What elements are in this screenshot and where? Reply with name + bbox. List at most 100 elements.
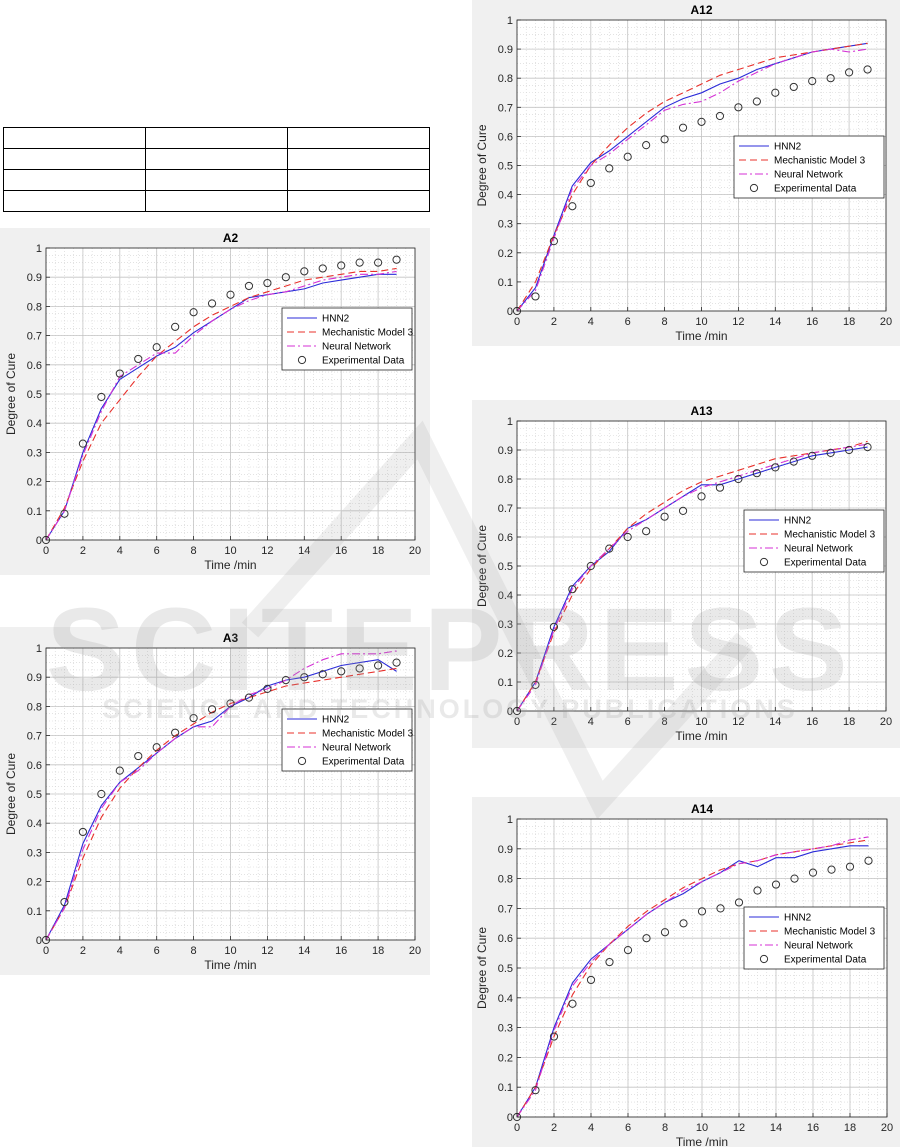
legend-label: Mechanistic Model 3 [784, 530, 876, 541]
x-tick-label: 14 [770, 1122, 782, 1134]
experimental-data-point [300, 267, 309, 276]
legend-label: HNN2 [774, 142, 802, 153]
experimental-data-point [78, 827, 88, 837]
experimental-data-point [337, 667, 346, 676]
experimental-data-point [660, 928, 670, 937]
x-tick-label: 14 [298, 945, 310, 957]
y-tick-label: 0.5 [498, 161, 513, 173]
experimental-data-point [115, 766, 124, 775]
x-tick-label: 8 [662, 716, 668, 728]
legend-label: Neural Network [784, 544, 854, 555]
legend-label: Experimental Data [322, 757, 405, 768]
experimental-data-point [845, 68, 854, 77]
x-tick-label: 6 [625, 316, 631, 328]
y-tick-label: 0.1 [498, 1082, 513, 1094]
chart-a2: 0 2 4 6 8 10 12 14 16 18 20 0 0.1 0.2 0.3 0.4 0.5 0.6 0.7 0… [4, 231, 421, 572]
experimental-data-point [244, 281, 254, 291]
experimental-data-point [244, 693, 254, 702]
x-tick-label: 4 [588, 716, 594, 728]
legend-label: HNN2 [322, 314, 350, 325]
chart-title: A12 [690, 3, 712, 17]
experimental-data-point [771, 463, 780, 472]
y-tick-label: 0.6 [498, 933, 513, 945]
y-tick-label: 0 [507, 306, 513, 318]
experimental-data-point [531, 680, 540, 689]
experimental-data-point [586, 178, 595, 188]
experimental-data-point [790, 874, 799, 883]
experimental-data-point [605, 164, 614, 173]
experimental-data-point [623, 532, 632, 542]
experimental-data-point [226, 290, 235, 299]
x-tick-label: 2 [551, 716, 557, 728]
series-line-mechanistic-model-3 [45, 667, 397, 941]
x-axis-label: Time /min [676, 1135, 728, 1147]
experimental-data-point [281, 676, 290, 685]
y-tick-label: 0.9 [498, 445, 513, 457]
x-tick-label: 10 [695, 316, 707, 328]
y-tick-label: 0.2 [27, 877, 42, 889]
experimental-data-point [392, 255, 401, 264]
series-line-hnn2 [516, 845, 869, 1118]
experimental-data-point [716, 904, 725, 913]
x-tick-label: 16 [807, 1122, 819, 1134]
experimental-data-point [263, 278, 272, 288]
experimental-data-point [808, 77, 817, 86]
legend-label: Experimental Data [322, 356, 405, 367]
y-tick-label: 0.6 [27, 360, 42, 372]
y-tick-label: 0.6 [27, 760, 42, 772]
x-tick-label: 0 [43, 545, 49, 557]
experimental-data-point [60, 897, 69, 907]
series-line-hnn2 [516, 42, 868, 312]
series-line-hnn2 [45, 659, 397, 941]
chart-panel-a14: 0 2 4 6 8 10 12 14 16 18 20 0 0.1 0.2 0.3 0.4 0.5 0.6 0.7 0… [472, 797, 900, 1147]
experimental-data-point [355, 664, 364, 673]
x-tick-label: 18 [372, 945, 384, 957]
y-tick-label: 0.3 [27, 447, 42, 459]
legend-label: Neural Network [322, 743, 392, 754]
experimental-data-point [568, 999, 577, 1008]
experimental-data-point [826, 74, 835, 83]
x-tick-label: 4 [588, 1122, 594, 1134]
y-tick-label: 0.4 [498, 590, 513, 602]
experimental-data-point [827, 865, 836, 874]
experimental-data-point [531, 1086, 540, 1095]
x-tick-label: 12 [261, 545, 273, 557]
legend-label: Mechanistic Model 3 [322, 328, 414, 339]
x-tick-label: 18 [844, 1122, 856, 1134]
experimental-data-point [226, 699, 235, 708]
x-tick-label: 14 [769, 316, 781, 328]
y-tick-label: 1 [507, 416, 513, 428]
x-tick-label: 12 [732, 716, 744, 728]
experimental-data-point [152, 343, 161, 352]
legend-marker [749, 183, 759, 193]
legend-marker [297, 756, 307, 766]
legend-label: HNN2 [784, 913, 812, 924]
data-table [3, 127, 430, 212]
experimental-data-point [97, 392, 106, 402]
series-line-mechanistic-model-3 [516, 42, 868, 312]
experimental-data-point [531, 292, 540, 301]
x-tick-label: 2 [551, 316, 557, 328]
experimental-data-point [678, 506, 688, 516]
x-tick-label: 20 [880, 716, 892, 728]
experimental-data-point [826, 448, 835, 458]
y-tick-label: 0 [507, 706, 513, 718]
y-tick-label: 1 [507, 15, 513, 27]
experimental-data-point [549, 237, 559, 246]
experimental-data-point [337, 261, 346, 270]
chart-title: A14 [691, 802, 713, 816]
experimental-data-point [642, 527, 651, 536]
y-tick-label: 0.9 [498, 844, 513, 856]
chart-panel-a3: 0 2 4 6 8 10 12 14 16 18 20 0 0.1 0.2 0.3 0.4 0.5 0.6 0.7 0… [0, 627, 430, 975]
chart-a12: 0 2 4 6 8 10 12 14 16 18 20 0 0.1 0.2 0.3 0.4 0.5 0.6 0.7 0… [475, 3, 892, 343]
experimental-data-point [660, 512, 669, 521]
y-tick-label: 0.7 [498, 102, 513, 114]
y-tick-label: 0.6 [498, 532, 513, 544]
experimental-data-point [189, 308, 198, 317]
x-tick-label: 0 [43, 945, 49, 957]
experimental-data-point [863, 65, 872, 74]
x-tick-label: 18 [843, 316, 855, 328]
legend-label: Experimental Data [784, 955, 867, 966]
experimental-data-point [771, 88, 780, 97]
y-axis-label: Degree of Cure [4, 753, 18, 835]
